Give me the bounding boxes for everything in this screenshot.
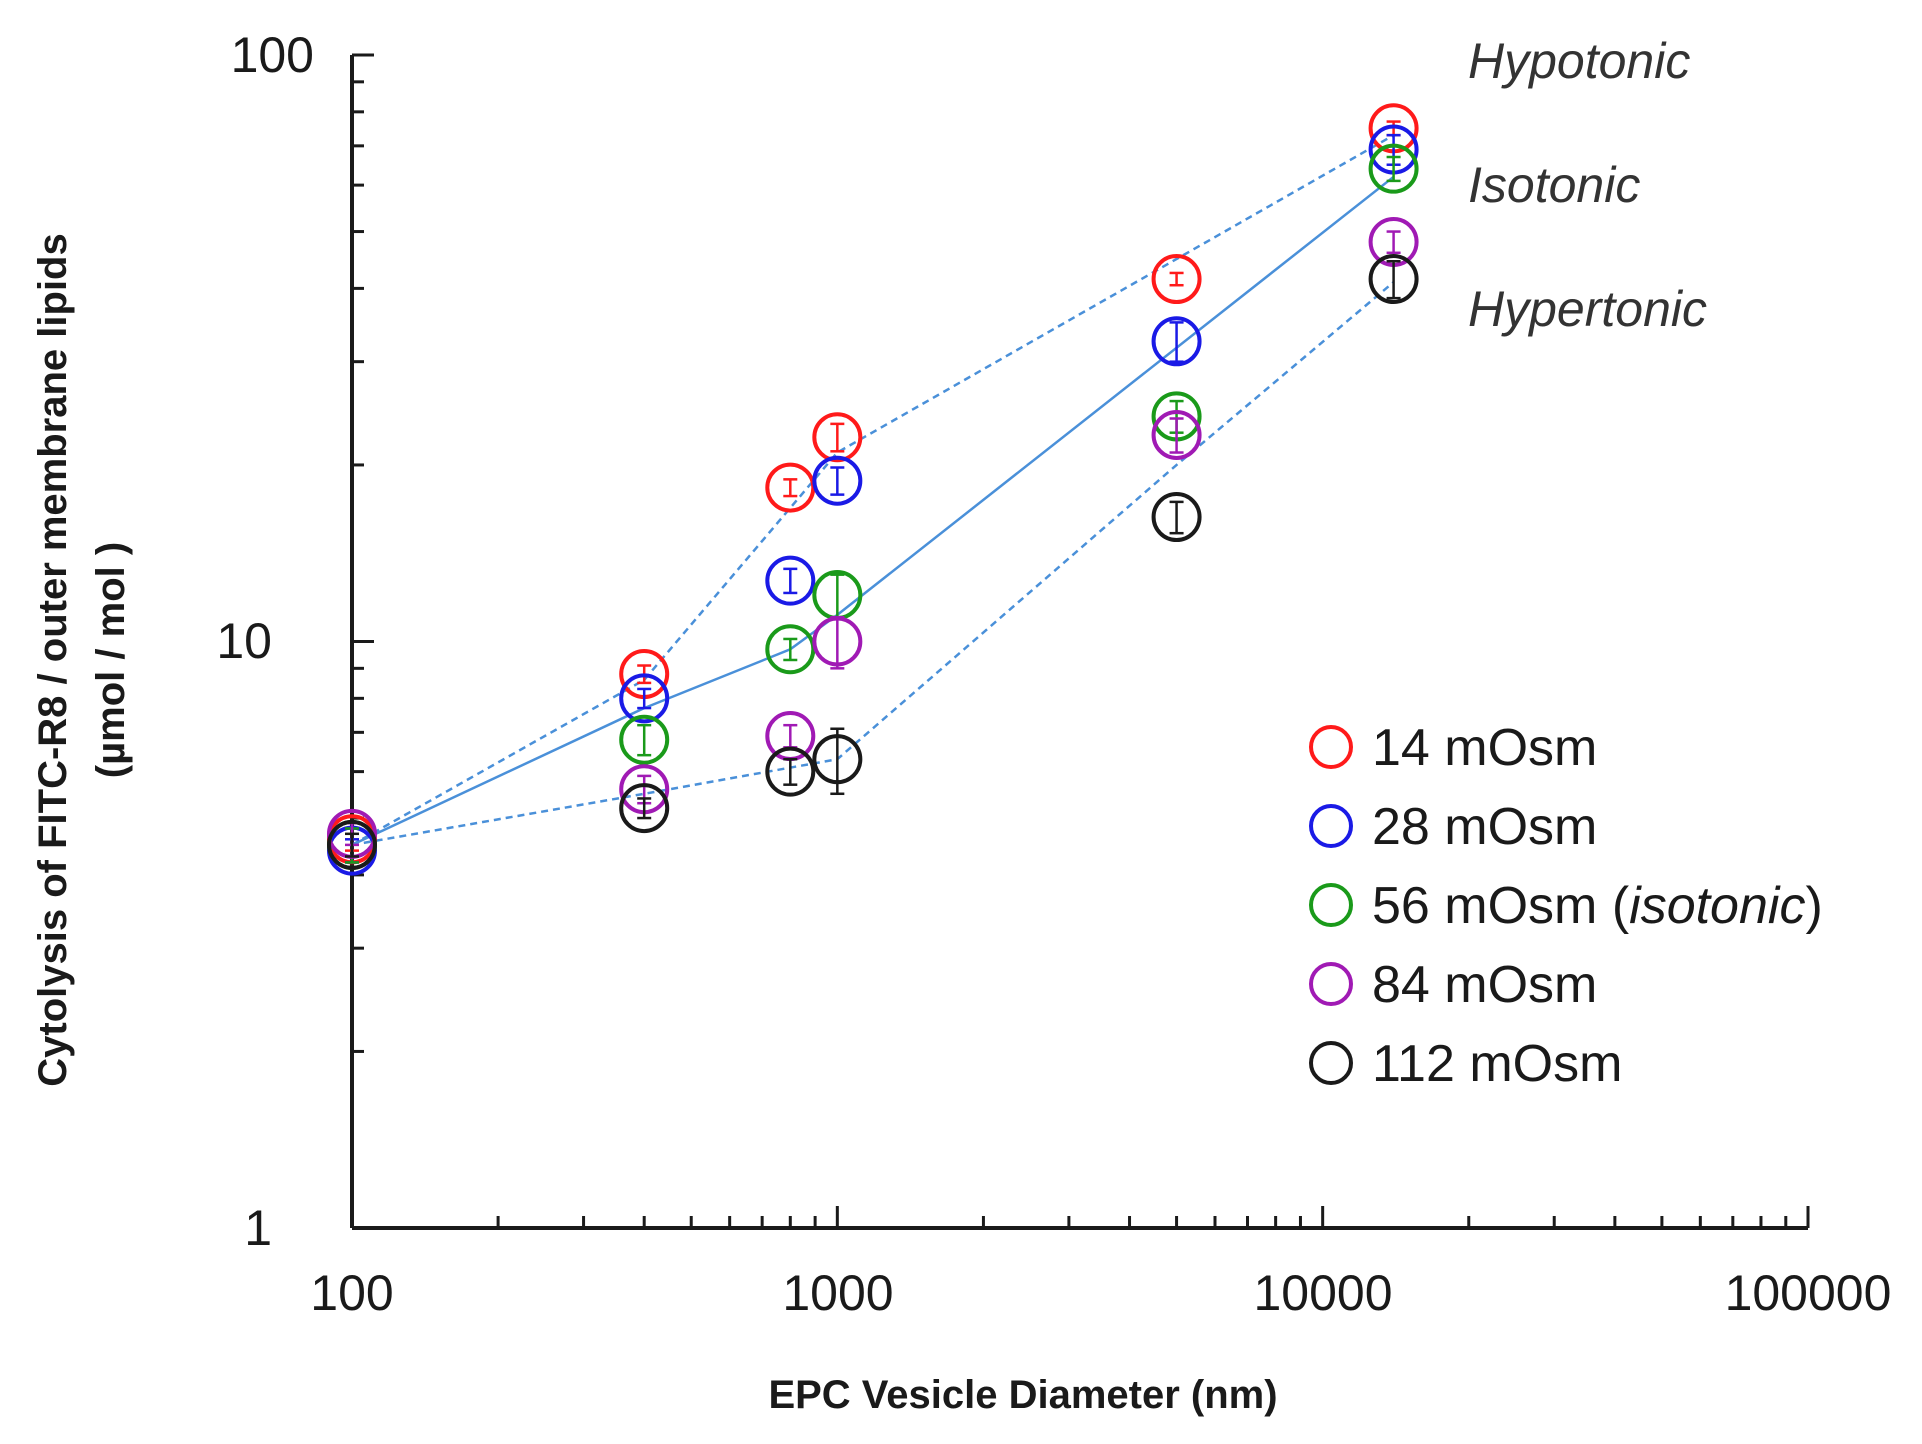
data-point-14-mosm [1151, 254, 1202, 305]
data-point-112-mosm [619, 783, 670, 834]
legend-label-56-mosm: 56 mOsm (isotonic) [1372, 877, 1823, 935]
legend: 14 mOsm 28 mOsm 56 mOsm (isotonic) 84 mO… [1309, 719, 1823, 1093]
x-tick-label-100: 100 [310, 1265, 393, 1321]
data-point-28-mosm [619, 673, 670, 724]
trend-line-hypertonic [351, 281, 1395, 847]
trend-lines [351, 134, 1395, 847]
data-point-112-mosm [327, 819, 377, 870]
legend-label-56-mosm-prefix: 56 mOsm ( [1372, 877, 1630, 935]
legend-label-14-mosm: 14 mOsm [1372, 719, 1597, 777]
legend-label-112-mosm: 112 mOsm [1372, 1035, 1622, 1093]
data-point-84-mosm [812, 616, 863, 667]
annotation-isotonic: Isotonic [1468, 157, 1640, 213]
data-point-56-mosm [619, 714, 670, 765]
legend-marker-56-mosm [1309, 883, 1353, 927]
legend-label-84-mosm: 84 mOsm [1372, 956, 1597, 1014]
y-tick-label-10: 10 [216, 613, 272, 669]
data-point-112-mosm [1368, 254, 1419, 305]
x-tick-label-1000: 1000 [782, 1265, 893, 1321]
trend-line-isotonic [351, 175, 1395, 847]
data-point-14-mosm [812, 412, 863, 463]
data-point-28-mosm [765, 555, 816, 606]
legend-label-56-mosm-suffix: ) [1805, 877, 1822, 935]
y-tick-label-1: 1 [244, 1200, 272, 1256]
y-ticks [352, 53, 374, 1230]
x-tick-label-10000: 10000 [1253, 1265, 1392, 1321]
annotation-hypertonic: Hypertonic [1468, 281, 1707, 337]
data-point-112-mosm [812, 734, 863, 785]
legend-label-28-mosm: 28 mOsm [1372, 798, 1597, 856]
x-ticks [350, 1206, 1810, 1228]
legend-marker-28-mosm [1309, 804, 1353, 848]
trend-line-hypotonic [351, 134, 1395, 846]
x-tick-label-100000: 100000 [1725, 1265, 1892, 1321]
data-point-28-mosm [812, 455, 863, 506]
data-point-56-mosm [765, 624, 816, 675]
y-axis-title-line1: Cytolysis of FITC-R8 / outer membrane li… [31, 233, 75, 1086]
data-points [327, 103, 1419, 876]
data-point-56-mosm [1368, 143, 1419, 194]
legend-marker-112-mosm [1309, 1041, 1353, 1085]
legend-marker-84-mosm [1309, 962, 1353, 1006]
data-point-84-mosm [1151, 409, 1202, 460]
y-tick-label-100: 100 [231, 27, 314, 83]
data-point-112-mosm [1151, 492, 1202, 543]
legend-marker-14-mosm [1309, 725, 1353, 769]
annotation-hypotonic: Hypotonic [1468, 33, 1690, 89]
x-axis-title: EPC Vesicle Diameter (nm) [768, 1373, 1277, 1417]
y-axis-title-line2: (µmol / mol ) [89, 542, 133, 778]
data-point-112-mosm [765, 746, 816, 797]
data-point-28-mosm [1151, 316, 1202, 367]
legend-label-56-mosm-isotonic: isotonic [1629, 877, 1805, 935]
